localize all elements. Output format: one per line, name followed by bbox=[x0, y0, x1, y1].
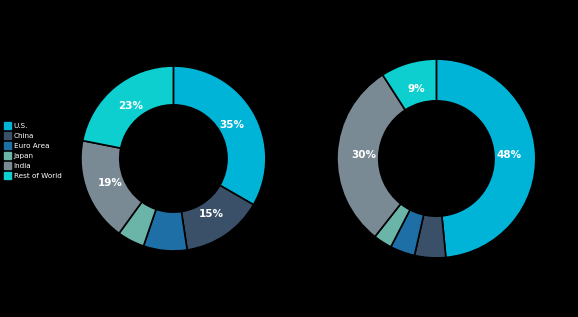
Wedge shape bbox=[383, 59, 436, 110]
Text: 19%: 19% bbox=[98, 178, 123, 188]
Wedge shape bbox=[81, 141, 142, 233]
Wedge shape bbox=[181, 185, 254, 250]
Wedge shape bbox=[143, 209, 187, 251]
Text: 30%: 30% bbox=[351, 150, 376, 160]
Wedge shape bbox=[83, 66, 173, 148]
Wedge shape bbox=[414, 215, 446, 258]
Wedge shape bbox=[375, 204, 410, 247]
Wedge shape bbox=[436, 59, 536, 257]
Text: 9%: 9% bbox=[407, 84, 425, 94]
Legend: U.S., China, Euro Area, Japan, India, Rest of World: U.S., China, Euro Area, Japan, India, Re… bbox=[3, 122, 62, 179]
Wedge shape bbox=[173, 66, 266, 205]
Text: 48%: 48% bbox=[497, 150, 521, 160]
Text: 23%: 23% bbox=[118, 101, 143, 111]
Wedge shape bbox=[337, 75, 405, 237]
Text: 35%: 35% bbox=[220, 120, 244, 130]
Wedge shape bbox=[391, 210, 424, 256]
Wedge shape bbox=[119, 202, 156, 246]
Text: 15%: 15% bbox=[199, 209, 224, 219]
